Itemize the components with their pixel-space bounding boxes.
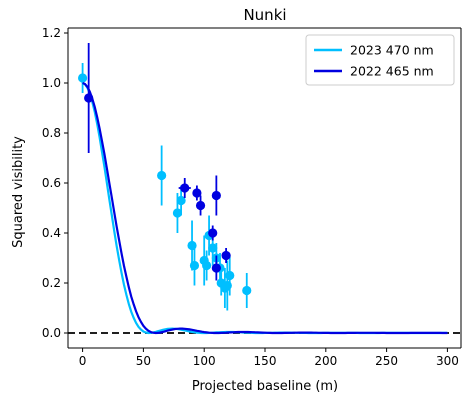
x-tick-label-4: 200 [314,354,337,368]
marker [172,208,183,218]
axes: 0 50 100 150 200 250 300 0.0 0.2 0.4 0.6 0.8 1.0 1.2 [42,26,462,368]
chart-title: Nunki [243,6,286,24]
marker [189,260,200,271]
data-point-series-1-2 [192,185,202,201]
x-tick-label-1: 50 [136,354,151,368]
x-tick-label-6: 300 [436,354,459,368]
y-tick-label-6: 1.2 [42,26,61,40]
legend-box [305,34,455,86]
data-point-series-0-15 [225,255,235,296]
marker [242,285,252,296]
legend-label-0: 2023 470 nm [350,43,434,58]
marker [211,263,221,273]
data-point-series-1-0 [84,43,94,153]
y-tick-label-2: 0.4 [42,226,61,240]
marker [208,243,218,253]
marker [192,188,202,198]
data-point-series-0-7 [202,250,212,281]
marker [225,270,235,281]
x-tick-label-2: 100 [193,354,216,368]
data-point-series-0-1 [157,145,167,206]
data-point-series-0-5 [189,245,200,286]
data-point-series-1-7 [221,248,231,263]
data-point-series-1-3 [195,195,206,216]
y-tick-label-1: 0.2 [42,276,61,290]
marker [211,190,221,201]
data-point-series-1-4 [208,225,218,241]
y-axis-label: Squared visibility [11,136,26,248]
plot-area [68,43,461,335]
legend-label-1: 2022 465 nm [350,64,434,79]
model-curve-series-1 [82,81,448,335]
data-point-series-1-5 [211,175,221,216]
y-tick-label-3: 0.6 [42,176,61,190]
data-point-series-1-6 [211,255,221,281]
marker [180,183,190,193]
x-tick-label-0: 0 [79,354,87,368]
marker [176,195,186,206]
data-point-series-1-1 [178,178,191,198]
y-tick-label-5: 1.0 [42,76,61,90]
x-tick-label-3: 150 [254,354,277,368]
y-tick-label-4: 0.8 [42,126,61,140]
marker [77,73,88,83]
data-point-series-0-0 [77,63,88,93]
marker [195,200,206,211]
y-tick-label-0: 0.0 [42,326,61,340]
marker [208,228,218,238]
x-tick-label-5: 250 [375,354,398,368]
marker [84,93,94,103]
marker [202,260,212,271]
model-curve-series-0 [82,82,448,335]
x-axis-label: Projected baseline (m) [192,379,338,394]
data-point-series-0-16 [242,273,252,308]
marker [157,170,167,181]
marker [221,250,231,261]
legend: 2023 470 nm 2022 465 nm [305,34,455,86]
